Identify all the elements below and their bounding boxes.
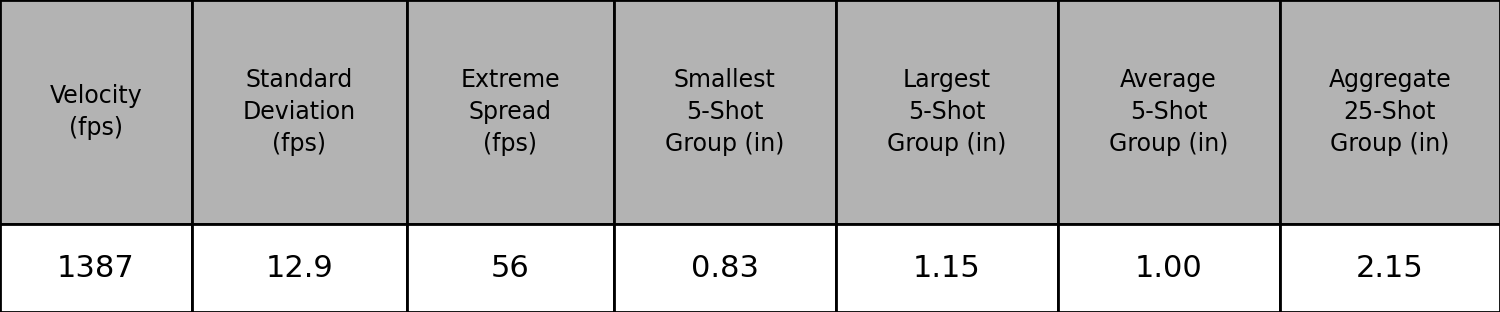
Bar	[192, 0, 406, 224]
Text: 1.00: 1.00	[1134, 254, 1203, 282]
Bar	[192, 224, 406, 312]
Bar	[614, 0, 836, 224]
Bar	[1058, 0, 1280, 224]
Bar	[836, 224, 1058, 312]
Bar	[0, 0, 192, 224]
Text: Aggregate
25-Shot
Group (in): Aggregate 25-Shot Group (in)	[1329, 68, 1450, 156]
Text: Smallest
5-Shot
Group (in): Smallest 5-Shot Group (in)	[664, 68, 784, 156]
Text: 12.9: 12.9	[266, 254, 333, 282]
Bar	[0, 224, 192, 312]
Bar	[836, 0, 1058, 224]
Bar	[614, 224, 836, 312]
Bar	[1058, 224, 1280, 312]
Text: Standard
Deviation
(fps): Standard Deviation (fps)	[243, 68, 356, 156]
Text: 56: 56	[490, 254, 530, 282]
Text: 2.15: 2.15	[1356, 254, 1424, 282]
Bar	[406, 0, 614, 224]
Text: Average
5-Shot
Group (in): Average 5-Shot Group (in)	[1108, 68, 1228, 156]
Bar	[1280, 0, 1500, 224]
Text: Largest
5-Shot
Group (in): Largest 5-Shot Group (in)	[886, 68, 1007, 156]
Text: Extreme
Spread
(fps): Extreme Spread (fps)	[460, 68, 560, 156]
Bar	[1280, 224, 1500, 312]
Text: Velocity
(fps): Velocity (fps)	[50, 84, 142, 140]
Bar	[406, 224, 614, 312]
Text: 1.15: 1.15	[912, 254, 981, 282]
Text: 0.83: 0.83	[690, 254, 759, 282]
Text: 1387: 1387	[57, 254, 135, 282]
